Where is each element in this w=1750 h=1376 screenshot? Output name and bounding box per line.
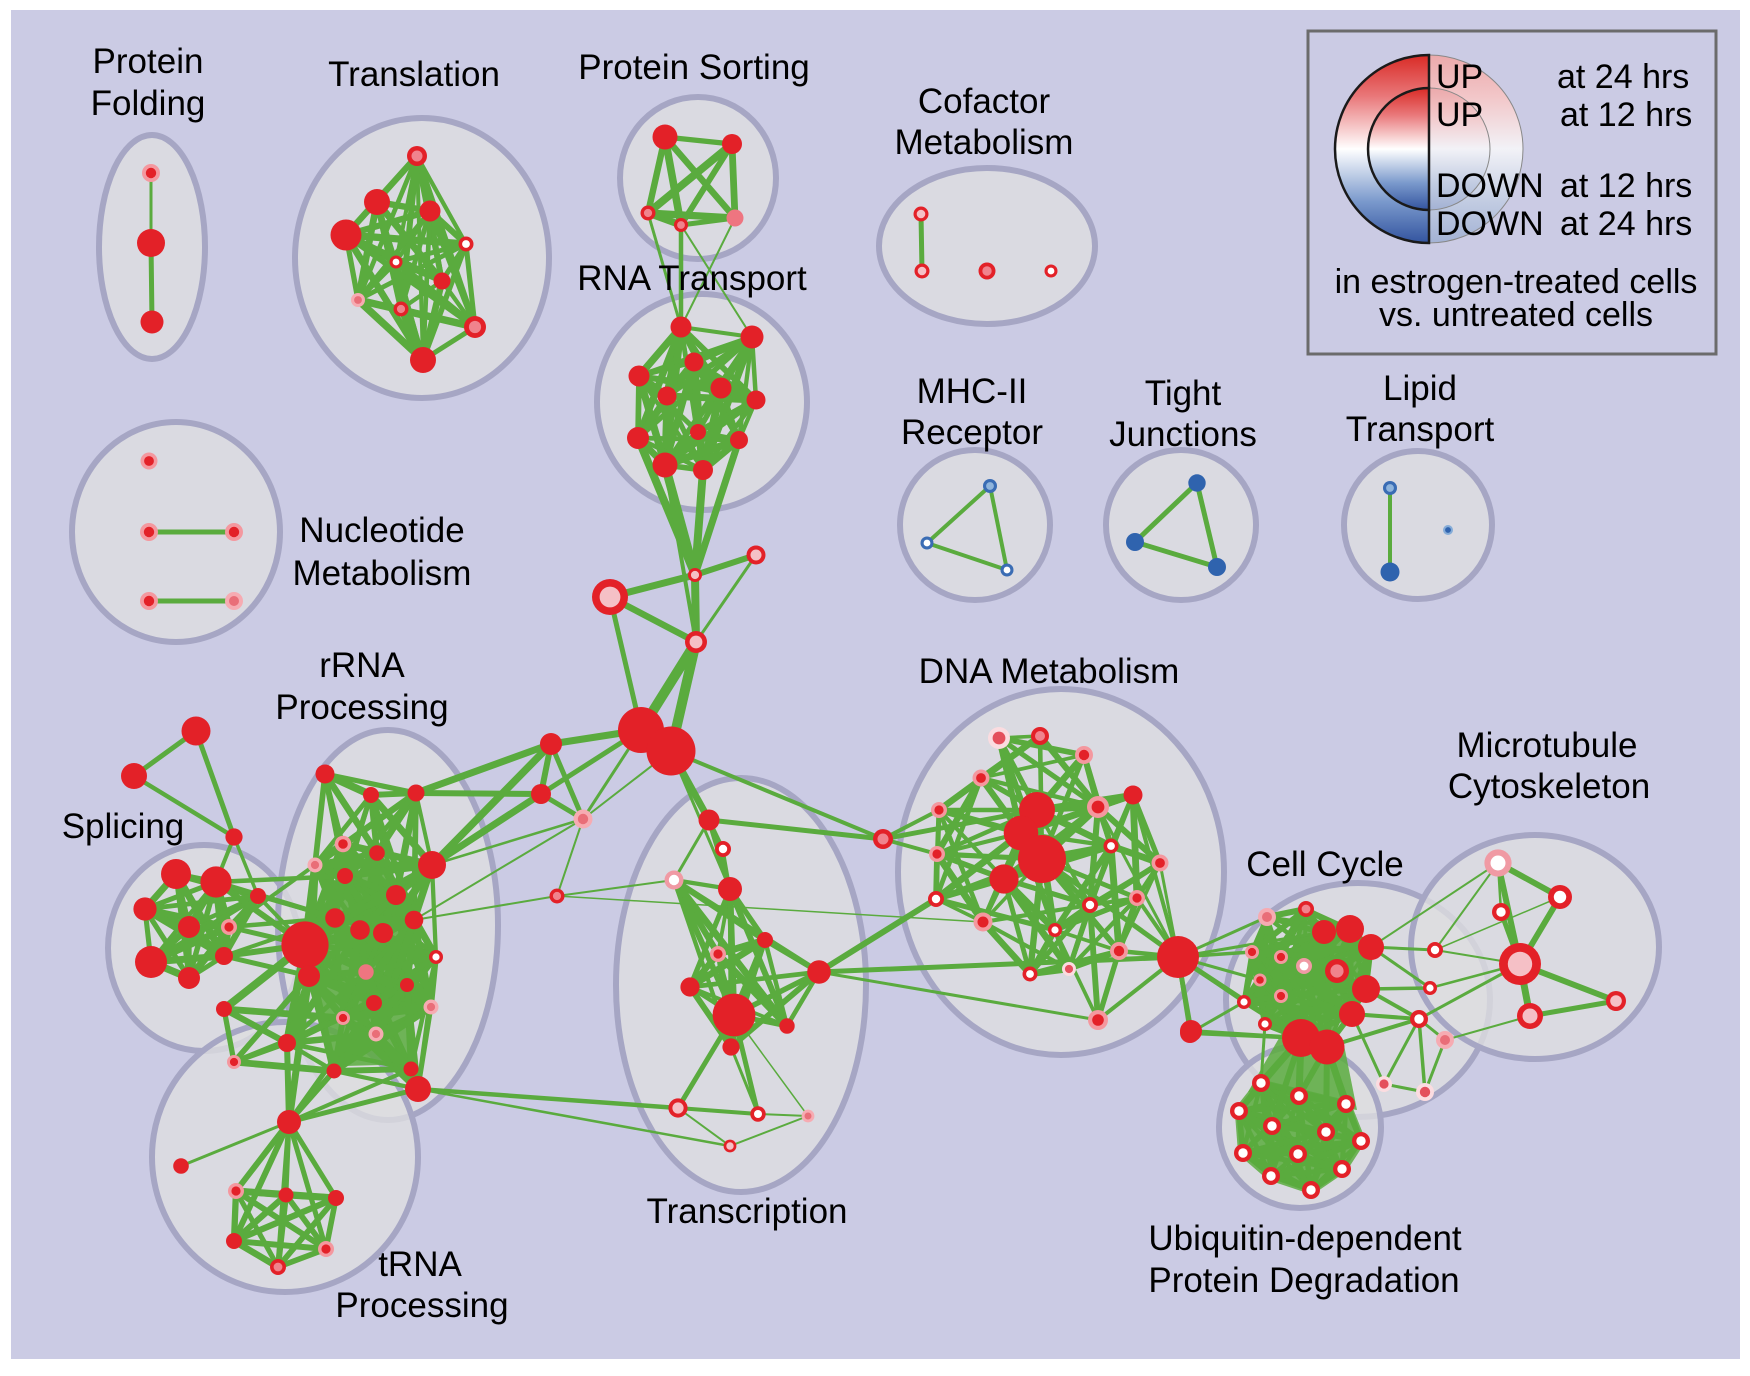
svg-text:Protein: Protein [93,42,204,81]
svg-text:at 12 hrs: at 12 hrs [1560,167,1692,205]
svg-text:tRNA: tRNA [378,1245,462,1284]
svg-text:Processing: Processing [335,1286,508,1325]
svg-text:Cytoskeleton: Cytoskeleton [1448,767,1650,806]
svg-text:vs. untreated cells: vs. untreated cells [1379,296,1653,334]
svg-text:Transport: Transport [1346,410,1495,449]
svg-text:Cofactor: Cofactor [918,82,1051,121]
svg-text:Processing: Processing [275,688,448,727]
svg-text:Ubiquitin-dependent: Ubiquitin-dependent [1148,1219,1462,1258]
svg-text:DOWN: DOWN [1436,205,1544,243]
svg-text:Protein Degradation: Protein Degradation [1148,1261,1459,1300]
svg-text:Nucleotide: Nucleotide [299,511,464,550]
svg-text:Tight: Tight [1145,374,1222,413]
svg-text:RNA Transport: RNA Transport [577,259,807,298]
svg-text:Microtubule: Microtubule [1457,726,1638,765]
svg-text:at 24 hrs: at 24 hrs [1557,58,1689,96]
svg-text:Lipid: Lipid [1383,369,1457,408]
svg-text:Protein Sorting: Protein Sorting [578,48,810,87]
svg-text:Cell Cycle: Cell Cycle [1246,845,1404,884]
svg-text:UP: UP [1436,58,1483,96]
svg-text:Translation: Translation [328,55,500,94]
svg-text:Metabolism: Metabolism [293,554,472,593]
svg-text:UP: UP [1436,96,1483,134]
svg-text:at 24 hrs: at 24 hrs [1560,205,1692,243]
svg-text:at 12 hrs: at 12 hrs [1560,96,1692,134]
svg-text:Metabolism: Metabolism [895,123,1074,162]
svg-text:Folding: Folding [91,84,206,123]
svg-text:DNA Metabolism: DNA Metabolism [919,652,1180,691]
svg-text:in estrogen-treated cells: in estrogen-treated cells [1335,263,1698,301]
svg-text:Splicing: Splicing [62,807,185,846]
svg-text:DOWN: DOWN [1436,167,1544,205]
svg-text:Junctions: Junctions [1109,415,1257,454]
svg-text:MHC-II: MHC-II [917,372,1028,411]
svg-text:rRNA: rRNA [319,646,405,685]
svg-text:Transcription: Transcription [647,1192,848,1231]
svg-text:Receptor: Receptor [901,413,1043,452]
